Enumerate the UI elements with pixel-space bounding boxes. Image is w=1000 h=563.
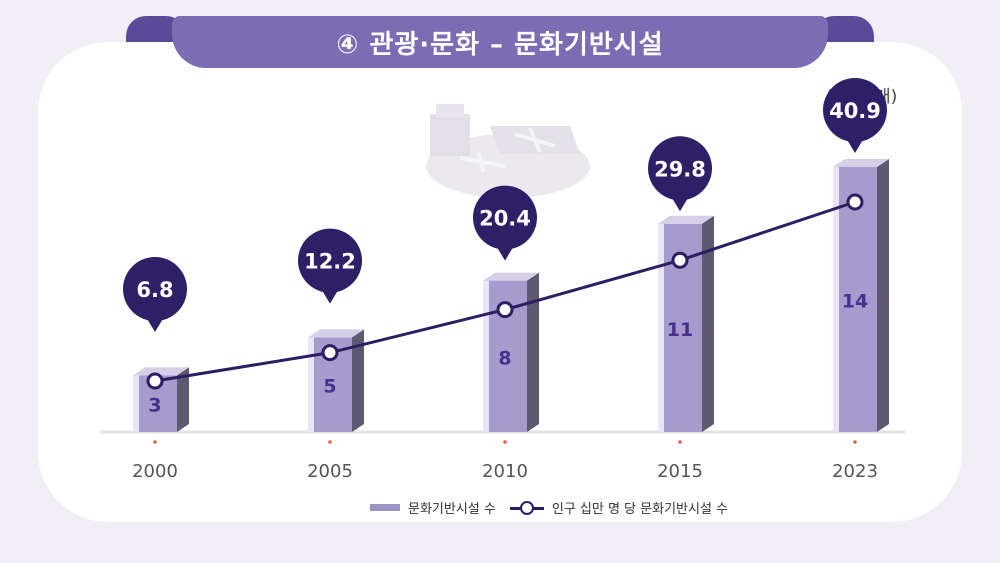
x-tick-label: 2010 [482,461,528,482]
pin-marker [648,136,712,201]
bar-value-label: 5 [323,376,336,398]
bar-top [658,215,714,224]
bar-side [352,329,364,432]
pin-marker [298,228,362,293]
line-point [146,372,164,390]
line-value-label: 12.2 [304,250,356,274]
line-point [496,301,514,319]
legend-line-label: 인구 십만 명 당 문화기반시설 수 [551,502,729,517]
legend-line-swatch [509,500,544,515]
bar-top [308,329,364,338]
line-point [321,344,339,362]
bar-highlight [133,375,139,432]
line-point [846,193,864,211]
line-value-label: 29.8 [654,157,706,181]
pin-marker-tip [846,138,864,153]
pin-marker [823,78,887,142]
bar-value-label: 8 [498,347,511,369]
bar-highlight [833,167,839,432]
x-tick-label: 2023 [832,461,878,482]
bar-value-label: 14 [842,291,868,313]
pin-marker [123,257,187,321]
bar-side [702,215,714,432]
x-tick-label: 2005 [307,461,353,482]
bar-side [877,159,889,432]
bar-front [833,167,877,432]
bar-highlight [483,280,489,432]
legend-bar-swatch [370,504,400,511]
legend: 문화기반시설 수 인구 십만 명 당 문화기반시설 수 [370,498,728,517]
x-tick-label: 2000 [132,461,178,482]
x-tick-label: 2015 [657,461,703,482]
line-value-label: 6.8 [136,278,173,302]
pin-marker-tip [321,288,339,304]
bar-highlight [658,223,664,432]
bar-top [483,272,539,281]
bar-value-label: 3 [148,395,161,417]
x-tick-dot [503,440,507,444]
bar-highlight [308,337,314,432]
chart-title: ④ 관광·문화 – 문화기반시설 [172,16,828,68]
line-value-label: 20.4 [479,207,531,231]
pin-marker-tip [671,196,689,212]
bar-side [527,272,539,432]
bar-top [833,159,889,167]
x-tick-dot [328,440,332,444]
line-value-label: 40.9 [829,99,881,123]
line-point [671,251,689,269]
bar-side [177,367,189,432]
pin-marker [473,185,537,250]
x-tick-dot [853,440,857,444]
x-tick-dot [678,440,682,444]
pin-marker-tip [496,245,514,261]
legend-bar-label: 문화기반시설 수 [408,502,496,517]
x-tick-dot [153,440,157,444]
airport-illustration [426,104,590,198]
bar-top [133,367,189,376]
bar-value-label: 11 [667,319,693,341]
pin-marker-tip [146,317,164,332]
